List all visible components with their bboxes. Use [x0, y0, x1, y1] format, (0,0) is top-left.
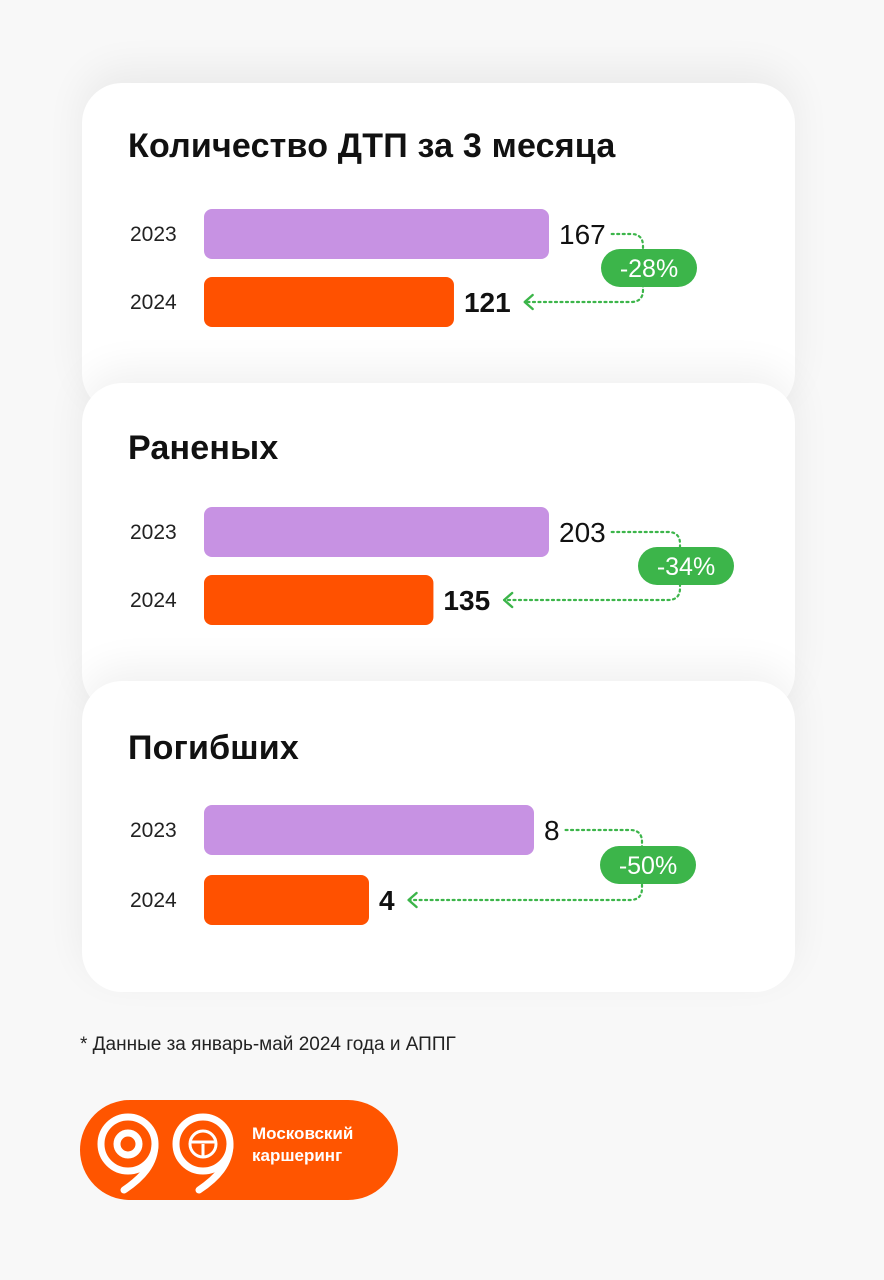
chart-card-killed: Погибших 2023 8 2024 4 -50% — [82, 681, 795, 992]
chart-title-injured: Раненых — [128, 429, 279, 467]
change-label-killed: -50% — [619, 852, 677, 880]
chart-injured: 2023 203 2024 135 -34% — [130, 507, 734, 625]
brand-logo: Московский каршеринг — [80, 1100, 398, 1200]
brand-logo-icon — [97, 1113, 234, 1194]
change-badge-accidents — [601, 249, 697, 287]
change-connector-injured — [503, 530, 682, 602]
chart-accidents: 2023 167 2024 121 -28% — [130, 209, 697, 327]
year-label-2024-killed: 2024 — [130, 889, 177, 912]
bar-2024-killed — [204, 875, 369, 925]
chart-title-accidents: Количество ДТП за 3 месяца — [128, 127, 616, 165]
bar-2023-injured — [204, 507, 549, 557]
chart-card-accidents: Количество ДТП за 3 месяца 2023 167 2024 12… — [82, 83, 795, 413]
chart-killed: 2023 8 2024 4 -50% — [130, 805, 696, 925]
arrow-head-icon — [523, 293, 534, 311]
bar-2023-accidents — [204, 209, 549, 259]
value-label-2024-accidents: 121 — [464, 287, 511, 318]
bar-2023-killed — [204, 805, 534, 855]
bar-2024-injured — [204, 575, 434, 625]
chart-title-killed: Погибших — [128, 729, 300, 767]
year-label-2024-injured: 2024 — [130, 589, 177, 612]
arrow-head-icon — [407, 891, 418, 909]
bar-2024-accidents — [204, 277, 454, 327]
value-label-2023-killed: 8 — [544, 815, 560, 846]
value-label-2024-killed: 4 — [379, 885, 395, 916]
change-badge-injured — [638, 547, 734, 585]
value-label-2023-injured: 203 — [559, 517, 606, 548]
year-label-2023-accidents: 2023 — [130, 223, 177, 246]
year-label-2024-accidents: 2024 — [130, 291, 177, 314]
value-label-2024-injured: 135 — [443, 585, 490, 616]
brand-name-line1: Московский — [252, 1124, 354, 1143]
change-label-accidents: -28% — [620, 255, 678, 283]
year-label-2023-injured: 2023 — [130, 521, 177, 544]
chart-card-injured: Раненых 2023 203 2024 135 -34% — [82, 383, 795, 713]
footnote: * Данные за январь-май 2024 года и АППГ — [80, 1034, 456, 1055]
arrow-head-icon — [502, 591, 514, 609]
brand-name-line2: каршеринг — [252, 1146, 343, 1165]
value-label-2023-accidents: 167 — [559, 219, 606, 250]
change-label-injured: -34% — [657, 553, 715, 581]
year-label-2023-killed: 2023 — [130, 819, 177, 842]
change-badge-killed — [600, 846, 696, 884]
